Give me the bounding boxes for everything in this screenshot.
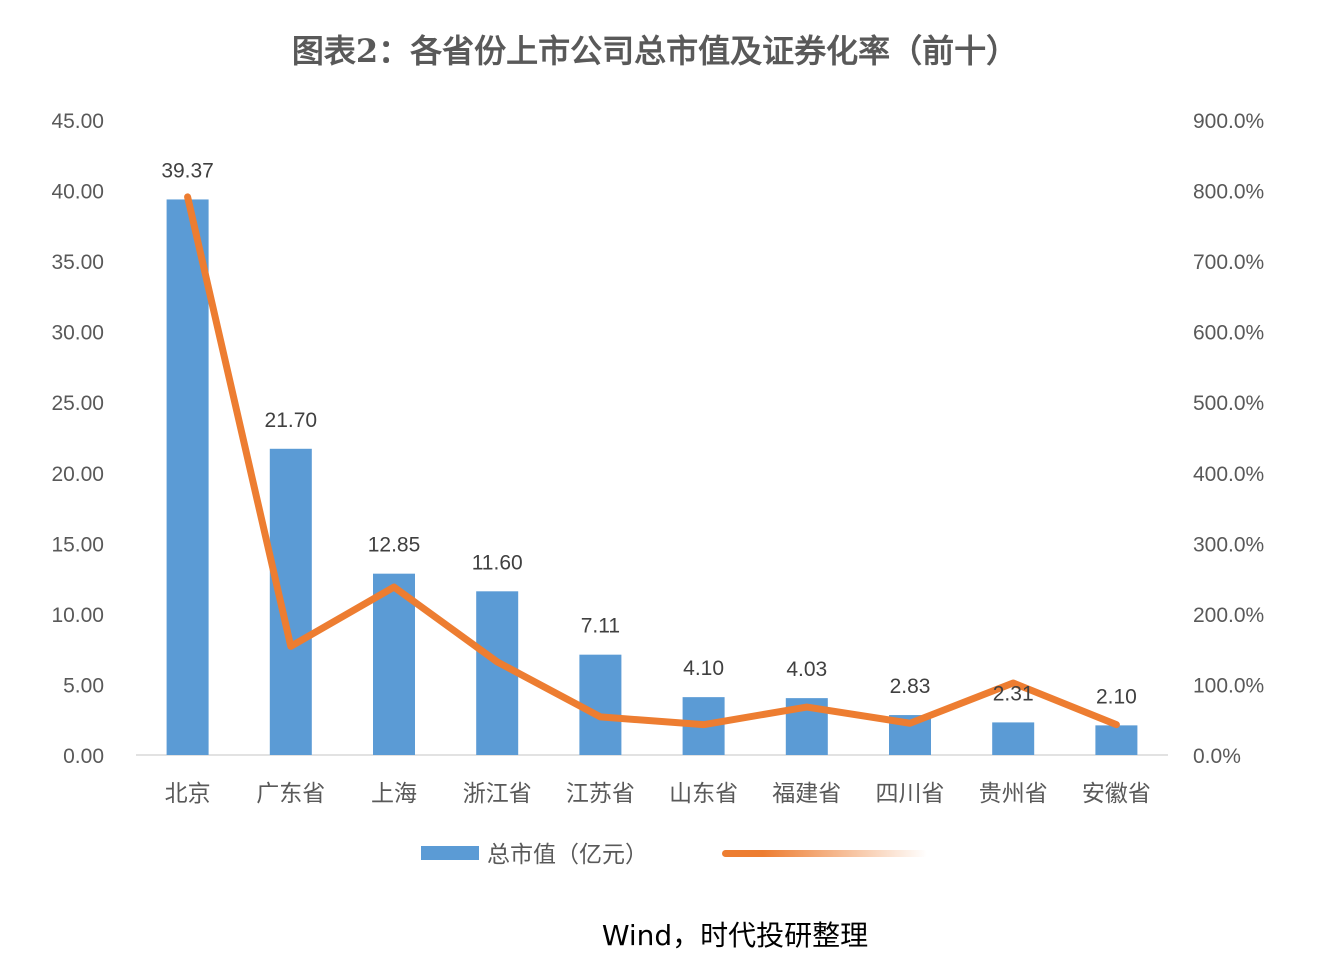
right-tick-label: 100.0% bbox=[1193, 674, 1264, 697]
data-label: 7.11 bbox=[581, 615, 620, 638]
left-tick-label: 35.00 bbox=[51, 251, 104, 274]
data-label: 4.03 bbox=[786, 658, 827, 681]
legend-line-swatch bbox=[722, 850, 927, 857]
category-label: 北京 bbox=[165, 781, 211, 807]
data-label: 21.70 bbox=[265, 409, 318, 432]
data-label: 39.37 bbox=[161, 159, 214, 182]
left-tick-label: 10.00 bbox=[51, 604, 104, 627]
category-label: 广东省 bbox=[256, 781, 325, 807]
right-tick-label: 300.0% bbox=[1193, 533, 1264, 556]
category-label: 安徽省 bbox=[1082, 781, 1151, 807]
left-tick-label: 45.00 bbox=[51, 110, 104, 133]
left-tick-label: 0.00 bbox=[63, 745, 104, 768]
right-tick-label: 0.0% bbox=[1193, 745, 1241, 768]
source-note: Wind，时代投研整理 bbox=[602, 919, 868, 952]
data-label: 4.10 bbox=[683, 657, 724, 680]
bar bbox=[1095, 725, 1138, 755]
right-tick-label: 200.0% bbox=[1193, 604, 1264, 627]
left-tick-label: 25.00 bbox=[51, 392, 104, 415]
data-label: 2.10 bbox=[1096, 685, 1137, 708]
right-tick-label: 900.0% bbox=[1193, 110, 1264, 133]
right-tick-label: 800.0% bbox=[1193, 181, 1264, 204]
chart-title: 图表2：各省份上市公司总市值及证券化率（前十） bbox=[292, 32, 1018, 70]
legend: 总市值（亿元） bbox=[421, 842, 927, 868]
legend-bar-swatch bbox=[421, 846, 479, 860]
bar bbox=[992, 722, 1035, 755]
category-label: 贵州省 bbox=[979, 781, 1048, 807]
data-label: 2.31 bbox=[993, 682, 1034, 705]
data-label: 12.85 bbox=[368, 534, 421, 557]
left-tick-label: 5.00 bbox=[63, 674, 104, 697]
bar bbox=[269, 448, 312, 755]
left-tick-label: 20.00 bbox=[51, 463, 104, 486]
left-tick-label: 40.00 bbox=[51, 181, 104, 204]
right-axis: 0.0% 100.0% 200.0% 300.0% 400.0% 500.0% 600.0%… bbox=[1193, 110, 1264, 768]
category-label: 江苏省 bbox=[566, 781, 635, 807]
line-path bbox=[184, 193, 1120, 729]
bars bbox=[166, 199, 1138, 755]
line-series bbox=[184, 193, 1120, 729]
data-labels: 39.37 21.70 12.85 11.60 7.11 4.10 4.03 2.83 2.31… bbox=[161, 159, 1137, 708]
left-tick-label: 15.00 bbox=[51, 533, 104, 556]
left-axis: 0.00 5.00 10.00 15.00 20.00 25.00 30.00 35.00 40… bbox=[51, 110, 104, 768]
bar bbox=[166, 199, 209, 755]
category-label: 四川省 bbox=[876, 781, 945, 807]
right-tick-label: 600.0% bbox=[1193, 322, 1264, 345]
right-tick-label: 700.0% bbox=[1193, 251, 1264, 274]
category-label: 山东省 bbox=[669, 781, 738, 807]
bar bbox=[579, 654, 622, 755]
right-tick-label: 400.0% bbox=[1193, 463, 1264, 486]
data-label: 2.83 bbox=[890, 675, 931, 698]
bar bbox=[373, 573, 415, 755]
category-labels: 北京 广东省 上海 浙江省 江苏省 山东省 福建省 四川省 贵州省 安徽省 bbox=[165, 781, 1151, 807]
left-tick-label: 30.00 bbox=[51, 322, 104, 345]
legend-bar-label: 总市值（亿元） bbox=[487, 842, 648, 868]
category-label: 福建省 bbox=[772, 781, 841, 807]
data-label: 11.60 bbox=[472, 551, 523, 574]
right-tick-label: 500.0% bbox=[1193, 392, 1264, 415]
category-label: 上海 bbox=[371, 781, 417, 807]
category-label: 浙江省 bbox=[463, 781, 532, 807]
